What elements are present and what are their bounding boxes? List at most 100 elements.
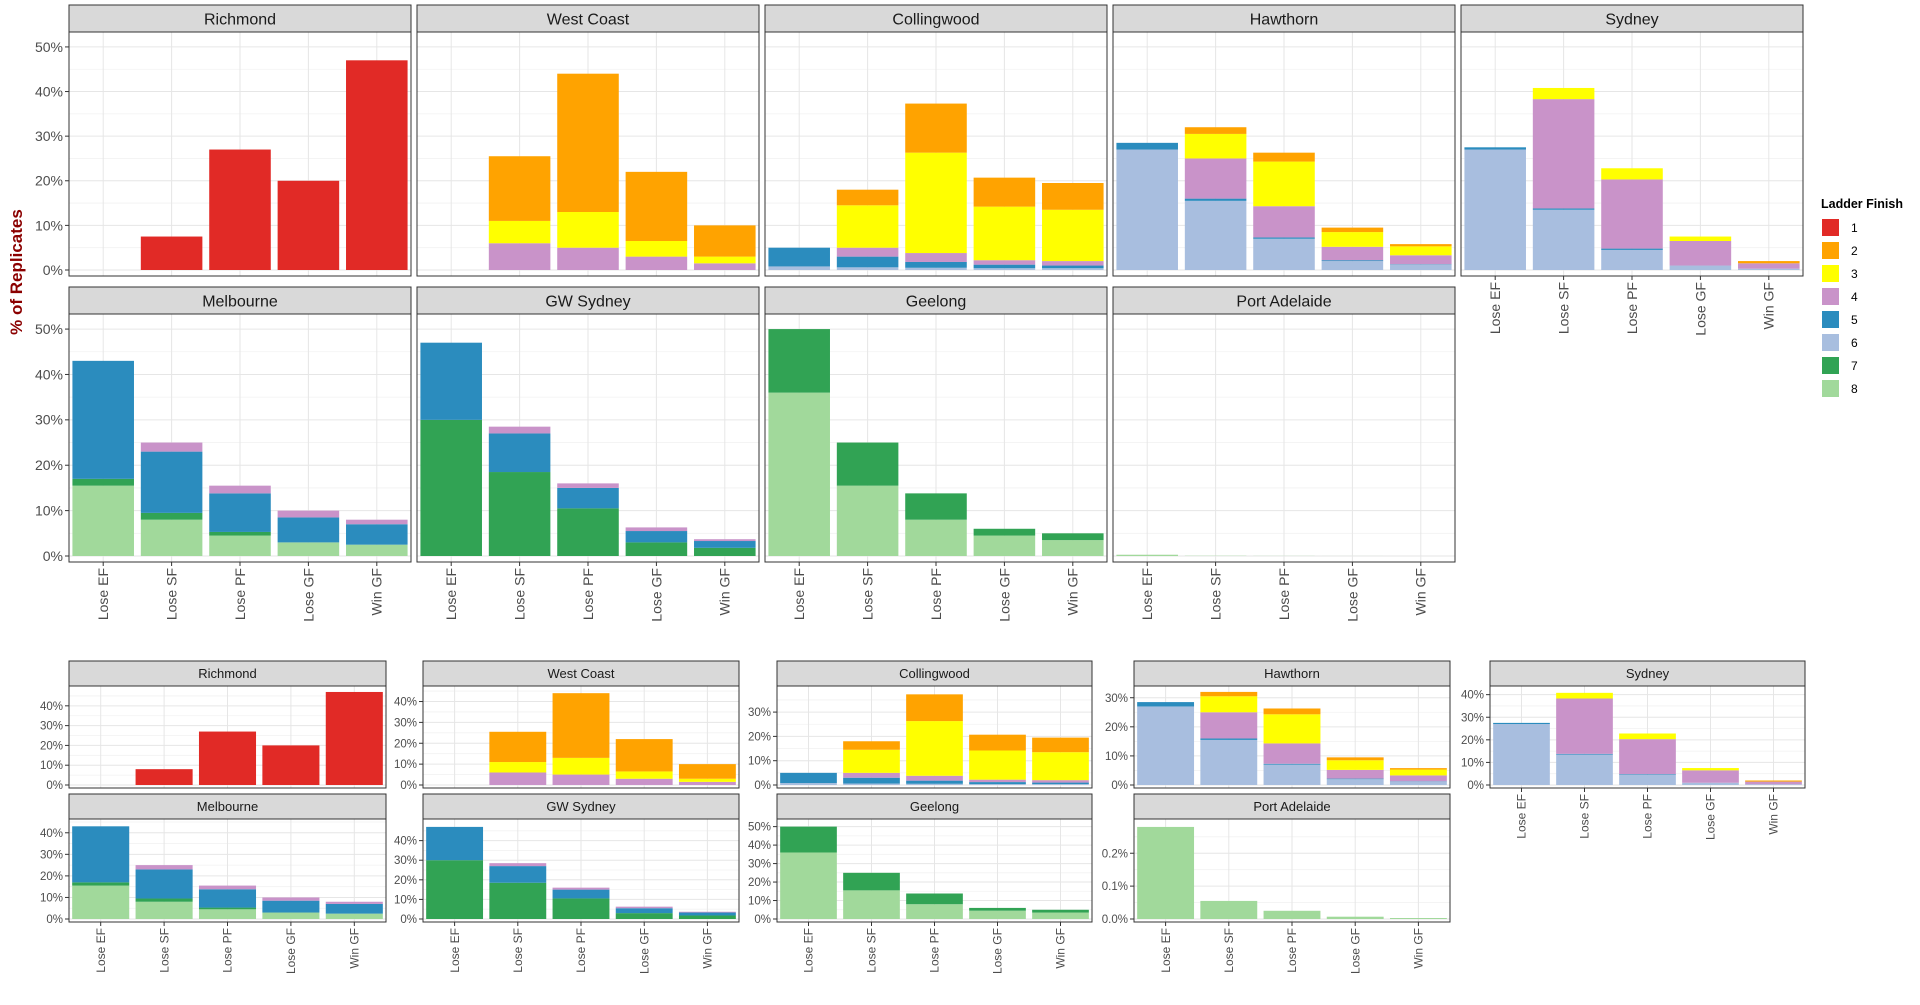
bar-segment-finish-3: [488, 220, 551, 244]
legend-label-7: 7: [1851, 359, 1858, 373]
bar-segment-finish-4: [489, 863, 547, 867]
bar-segment-finish-5: [488, 433, 551, 473]
bar-segment-finish-2: [906, 694, 963, 722]
bar-segment-finish-7: [625, 542, 688, 556]
bar-segment-finish-5: [135, 869, 193, 899]
bar-segment-finish-3: [836, 205, 899, 248]
facet-strip-label: Melbourne: [197, 799, 258, 814]
bar-segment-finish-4: [557, 247, 619, 270]
panel-border: [1112, 31, 1456, 277]
x-category-label: Lose PF: [1276, 568, 1292, 620]
x-category-label: Lose GF: [648, 568, 664, 622]
bar-segment-finish-1: [277, 180, 340, 270]
bar-segment-finish-3: [678, 778, 736, 782]
y-tick-label: 40%: [40, 828, 63, 840]
bar-segment-finish-3: [694, 256, 756, 264]
bar-segment-finish-5: [557, 487, 619, 509]
x-category-label: Lose EF: [1515, 794, 1529, 839]
bar-segment-finish-5: [325, 903, 383, 914]
bar-segment-finish-3: [1556, 692, 1613, 699]
bar-segment-finish-5: [836, 256, 899, 268]
bar-segment-finish-3: [557, 212, 619, 248]
facet-strip: [422, 793, 740, 820]
bar-segment-finish-5: [906, 780, 963, 784]
legend-label-4: 4: [1851, 290, 1858, 304]
bar-segment-finish-2: [1253, 152, 1315, 162]
bar-segment-finish-4: [346, 519, 408, 525]
facet-strip: [764, 4, 1108, 33]
bar-segment-finish-2: [969, 734, 1026, 751]
x-category-label: Lose SF: [1222, 928, 1236, 973]
y-tick-label: 0%: [46, 780, 63, 792]
facet-strip-label: Collingwood: [899, 666, 970, 681]
bar-segment-finish-4: [1532, 99, 1595, 209]
bar-segment-finish-3: [552, 757, 610, 775]
facet-strip-label: Collingwood: [892, 11, 979, 28]
x-category-label: Lose SF: [512, 568, 528, 620]
bar-segment-finish-5: [72, 826, 130, 883]
bar-segment-finish-5: [1116, 142, 1178, 150]
legend-swatch-5: [1822, 311, 1839, 328]
y-tick-label: 20%: [394, 738, 417, 750]
legend-label-6: 6: [1851, 336, 1858, 350]
x-category-label: Lose EF: [448, 928, 462, 973]
y-tick-label: 0%: [43, 262, 63, 278]
bar-segment-finish-2: [1200, 691, 1258, 697]
facet-strip: [776, 660, 1093, 687]
bar-segment-finish-5: [1032, 782, 1089, 785]
bar-segment-finish-6: [905, 267, 967, 270]
legend-label-1: 1: [1851, 221, 1858, 235]
facet-panel-sydney: Sydney 0% 10% 20% 30% 40% Lose EF Lose SF Lose P…: [1461, 660, 1806, 840]
bar-segment-finish-4: [694, 539, 756, 542]
bar-segment-finish-5: [625, 531, 688, 543]
bar-segment-finish-3: [1184, 133, 1247, 159]
y-tick-label: 20%: [394, 875, 417, 887]
bar-segment-finish-2: [1389, 768, 1447, 770]
x-category-label: Lose SF: [860, 568, 876, 620]
bar-segment-finish-4: [1326, 769, 1384, 779]
bar-segment-finish-4: [1619, 739, 1676, 775]
bar-segment-finish-4: [198, 885, 257, 890]
bar-segment-finish-4: [1321, 246, 1384, 261]
bar-segment-finish-3: [1669, 236, 1732, 241]
x-category-label: Lose SF: [1556, 282, 1572, 334]
x-category-label: Lose PF: [928, 568, 944, 620]
bar-segment-finish-6: [1493, 724, 1550, 785]
y-tick-label: 10%: [394, 759, 417, 771]
bar-segment-finish-2: [615, 739, 673, 772]
x-category-label: Lose PF: [580, 568, 596, 620]
y-tick-label: 30%: [748, 859, 771, 871]
bar-segment-finish-6: [1682, 782, 1739, 785]
bar-segment-finish-4: [277, 510, 340, 518]
bar-segment-finish-7: [488, 472, 551, 556]
y-tick-label: 50%: [35, 321, 63, 337]
bar-segment-finish-7: [969, 907, 1026, 911]
x-category-label: Win GF: [701, 928, 715, 969]
bar-segment-finish-5: [1042, 265, 1104, 269]
y-tick-label: 0%: [1467, 780, 1484, 792]
x-category-label: Win GF: [717, 568, 733, 615]
bar-segment-finish-8: [72, 885, 130, 919]
bar-segment-finish-2: [905, 103, 967, 153]
bar-segment-finish-6: [1738, 268, 1800, 270]
facet-strip-label: Richmond: [204, 11, 276, 28]
y-tick-label: 20%: [35, 457, 63, 473]
bar-segment-finish-4: [1556, 698, 1613, 754]
legend-label-3: 3: [1851, 267, 1858, 281]
facet-strip: [1489, 660, 1806, 687]
y-tick-label: 30%: [394, 855, 417, 867]
y-tick-label: 30%: [35, 128, 63, 144]
bar-segment-finish-8: [1116, 554, 1178, 556]
bar-segment-finish-5: [72, 360, 134, 479]
bar-segment-finish-6: [836, 267, 899, 270]
bar-segment-finish-4: [1184, 158, 1247, 199]
bar-segment-finish-5: [1200, 738, 1258, 740]
y-tick-label: 10%: [394, 894, 417, 906]
bar-segment-finish-6: [780, 783, 837, 785]
x-category-label: Lose PF: [1624, 282, 1640, 334]
bar-segment-finish-6: [1745, 784, 1802, 785]
x-category-label: Win GF: [1054, 928, 1068, 969]
y-tick-label: 40%: [35, 366, 63, 382]
y-tick-label: 10%: [40, 892, 63, 904]
x-category-label: Lose GF: [1348, 928, 1362, 974]
